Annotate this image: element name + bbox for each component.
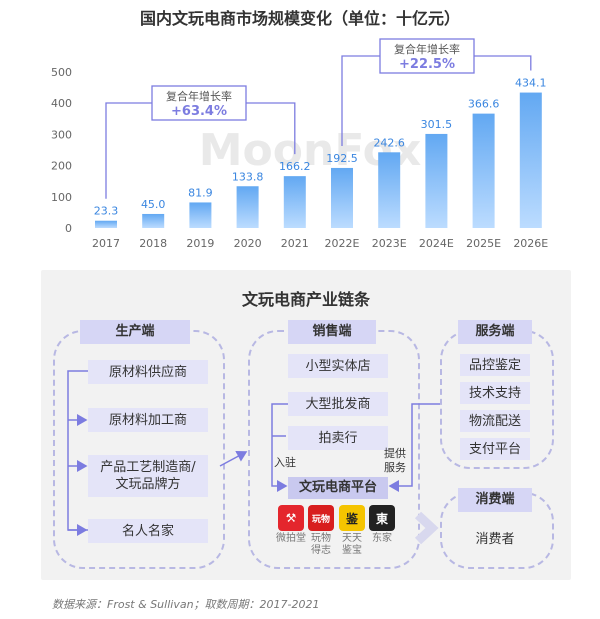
- y-tick-label: 500: [51, 66, 72, 79]
- service-item-tech: 技术支持: [460, 382, 530, 404]
- app-weipaitang: ⚒ 微拍堂: [273, 505, 309, 545]
- cagr-label: 复合年增长率: [166, 89, 232, 103]
- service-label: 提供 服务: [384, 447, 406, 474]
- cagr-box: [151, 85, 247, 121]
- bar: [331, 167, 353, 228]
- cagr-bracket-left: [341, 55, 380, 146]
- x-tick-label: 2019: [186, 237, 214, 250]
- bar: [472, 113, 495, 228]
- production-item-processor: 原材料加工商: [88, 408, 208, 432]
- services-header: 服务端: [458, 320, 532, 344]
- dong-icon: 東: [369, 505, 395, 531]
- production-header: 生产端: [80, 320, 190, 344]
- app-tiantianjianbao: 鉴 天天 鉴宝: [334, 505, 370, 557]
- x-tick-label: 2023E: [372, 237, 407, 250]
- app-dongjia: 東 东家: [364, 505, 400, 545]
- cagr-bracket-right: [246, 102, 296, 155]
- x-tick-label: 2021: [281, 237, 309, 250]
- consumer-header: 消费端: [458, 488, 532, 512]
- bar: [95, 220, 117, 228]
- wanwu-icon: 玩物: [308, 505, 334, 531]
- bar: [378, 152, 401, 228]
- cagr-label: 复合年增长率: [394, 42, 460, 56]
- x-tick-label: 2017: [92, 237, 120, 250]
- bar-value-label: 166.2: [279, 160, 311, 173]
- diagram-title: 文玩电商产业链条: [241, 290, 370, 309]
- x-tick-label: 2025E: [466, 237, 501, 250]
- y-tick-label: 0: [65, 222, 72, 235]
- bar-value-label: 434.1: [515, 77, 547, 90]
- jian-icon: 鉴: [339, 505, 365, 531]
- bar-value-label: 23.3: [94, 205, 119, 218]
- production-item-celebrity: 名人名家: [88, 519, 208, 543]
- hammer-icon: ⚒: [278, 505, 304, 531]
- bar-value-label: 45.0: [141, 198, 166, 211]
- data-source: 数据来源：Frost & Sullivan；取数周期：2017-2021: [52, 598, 320, 611]
- bar: [236, 186, 259, 228]
- cagr-value: +22.5%: [399, 57, 455, 72]
- ecommerce-platform: 文玩电商平台: [288, 477, 388, 499]
- bar-value-label: 192.5: [326, 152, 358, 165]
- x-tick-label: 2020: [234, 237, 262, 250]
- bar: [519, 92, 542, 229]
- sales-header: 销售端: [288, 320, 376, 344]
- service-item-quality: 品控鉴定: [460, 354, 530, 376]
- x-tick-label: 2024E: [419, 237, 454, 250]
- bar: [283, 176, 306, 228]
- bar-value-label: 81.9: [188, 186, 213, 199]
- sales-item-small-store: 小型实体店: [288, 354, 388, 378]
- bar-value-label: 366.6: [468, 98, 500, 111]
- y-tick-label: 200: [51, 160, 72, 173]
- x-tick-label: 2026E: [513, 237, 548, 250]
- production-item-supplier: 原材料供应商: [88, 360, 208, 384]
- cagr-box: [379, 38, 475, 74]
- bar-value-label: 301.5: [421, 118, 453, 131]
- cagr-value: +63.4%: [171, 104, 227, 119]
- y-tick-label: 400: [51, 97, 72, 110]
- bar-value-label: 242.6: [373, 136, 405, 149]
- service-item-payment: 支付平台: [460, 438, 530, 460]
- bar: [189, 202, 212, 228]
- x-tick-label: 2022E: [325, 237, 360, 250]
- consumer-item: 消费者: [475, 531, 515, 547]
- cagr-bracket-right: [474, 55, 532, 71]
- sales-item-auction-house: 拍卖行: [288, 426, 388, 450]
- production-item-manufacturer: 产品工艺制造商/ 文玩品牌方: [88, 455, 208, 497]
- x-tick-label: 2018: [139, 237, 167, 250]
- entry-label: 入驻: [274, 456, 296, 469]
- bar-chart: 国内文玩电商市场规模变化（单位：十亿元） MoonFox 01002003004…: [51, 9, 548, 250]
- y-tick-label: 100: [51, 191, 72, 204]
- y-tick-label: 300: [51, 128, 72, 141]
- cagr-bracket-left: [105, 102, 152, 199]
- service-item-logistics: 物流配送: [460, 410, 530, 432]
- bar: [142, 213, 165, 228]
- bar: [425, 133, 448, 228]
- app-wanwudezhi: 玩物 玩物 得志: [303, 505, 339, 557]
- bar-value-label: 133.8: [232, 170, 264, 183]
- chart-title: 国内文玩电商市场规模变化（单位：十亿元）: [140, 9, 460, 28]
- sales-item-wholesaler: 大型批发商: [288, 392, 388, 416]
